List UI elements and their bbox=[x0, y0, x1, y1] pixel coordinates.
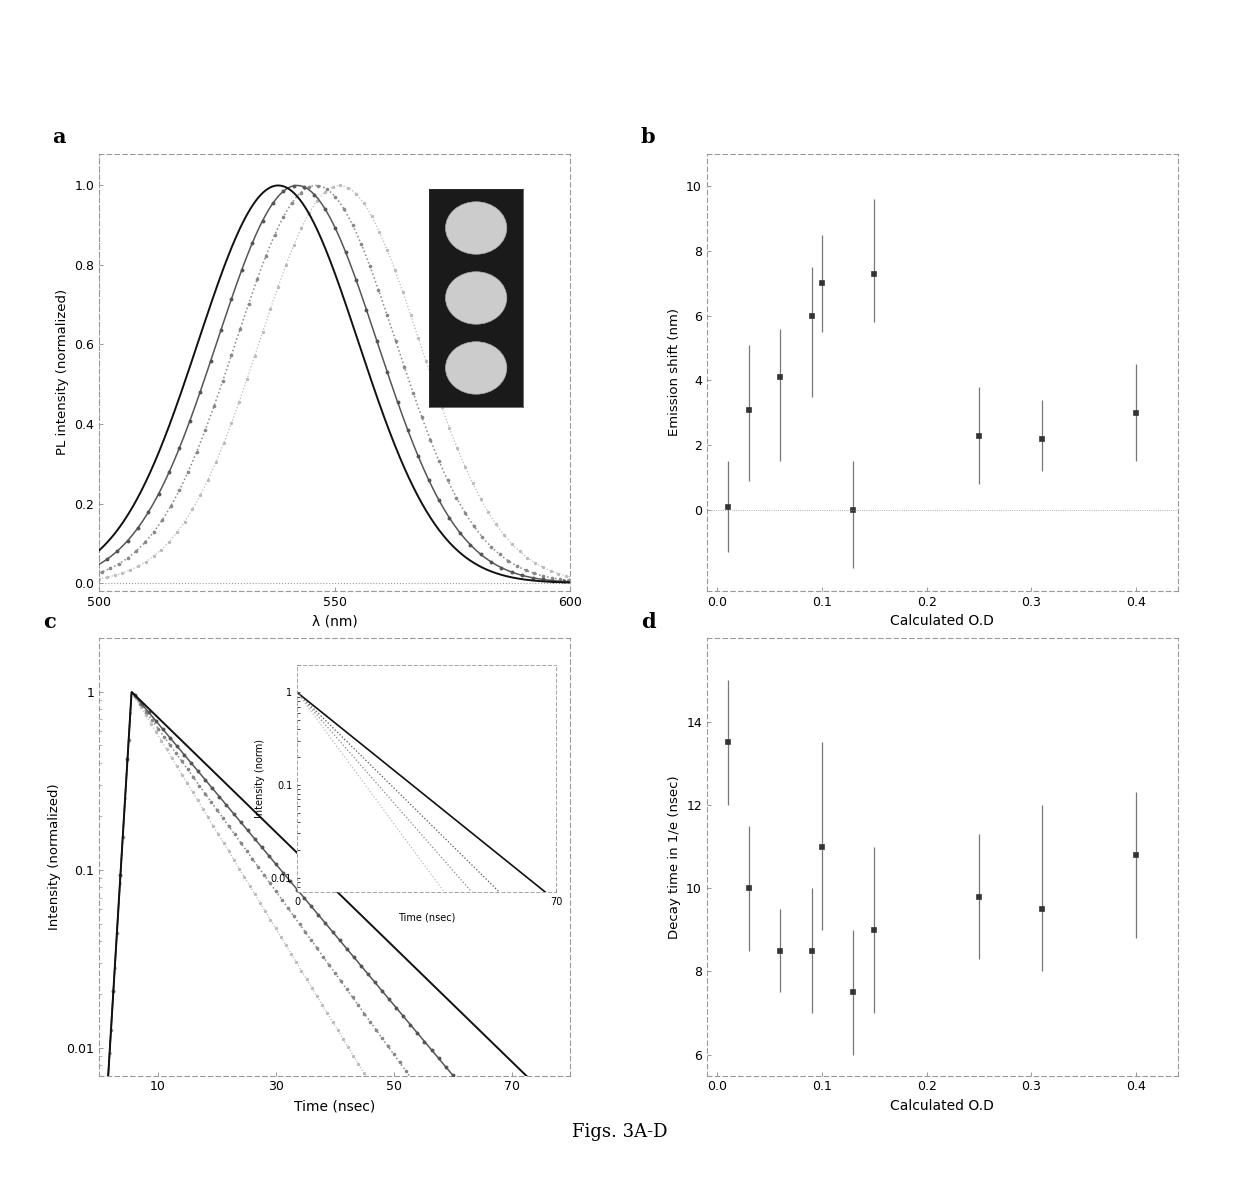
X-axis label: Calculated O.D: Calculated O.D bbox=[890, 1099, 994, 1113]
Y-axis label: PL intensity (normalized): PL intensity (normalized) bbox=[56, 290, 68, 455]
Y-axis label: Decay time in 1/e (nsec): Decay time in 1/e (nsec) bbox=[667, 775, 681, 939]
Text: a: a bbox=[52, 128, 66, 148]
X-axis label: Time (nsec): Time (nsec) bbox=[294, 1099, 376, 1113]
X-axis label: λ (nm): λ (nm) bbox=[312, 615, 357, 629]
Y-axis label: Emission shift (nm): Emission shift (nm) bbox=[667, 309, 681, 436]
Text: c: c bbox=[42, 612, 56, 632]
Text: d: d bbox=[641, 612, 656, 632]
Text: Figs. 3A-D: Figs. 3A-D bbox=[572, 1123, 668, 1141]
Text: b: b bbox=[641, 128, 656, 148]
X-axis label: Calculated O.D: Calculated O.D bbox=[890, 615, 994, 629]
Y-axis label: Intensity (normalized): Intensity (normalized) bbox=[48, 784, 61, 930]
